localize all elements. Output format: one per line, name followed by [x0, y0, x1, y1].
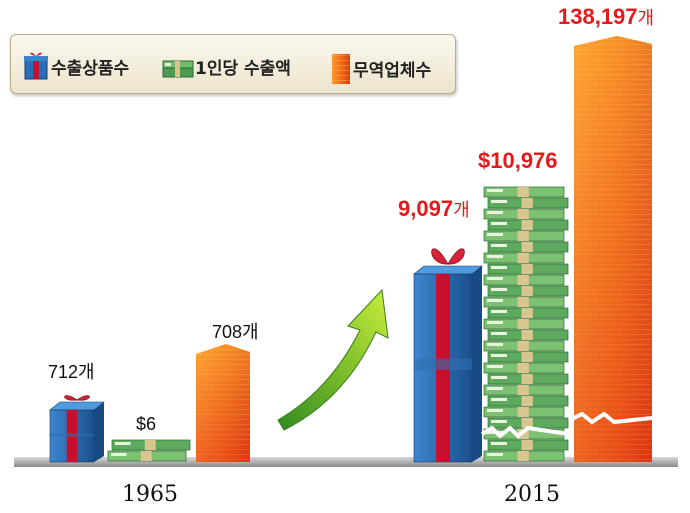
data-label-trade-firms-2015: 138,197개: [558, 4, 655, 29]
data-label-per-capita-2015: $10,976: [478, 148, 558, 173]
legend-label-per-capita: 1인당 수출액: [195, 58, 291, 79]
x-tick-label-1965: 1965: [122, 482, 178, 507]
bar-export-items-2015: [413, 248, 483, 463]
legend-label-trade-firms: 무역업체수: [353, 60, 432, 81]
data-label-per-capita-1965: $6: [136, 414, 157, 434]
bar-trade-firms-2015: [569, 36, 653, 462]
legend-label-export-items: 수출상품수: [51, 58, 130, 79]
legend-item-export-items: 수출상품수: [21, 51, 129, 81]
building-icon: [332, 54, 350, 84]
bar-trade-firms-1965: [196, 344, 250, 462]
x-axis-baseline: [14, 457, 678, 467]
growth-arrow: [277, 288, 389, 431]
data-label-export-items-2015: 9,097개: [398, 196, 470, 221]
data-label-trade-firms-1965: 708개: [212, 322, 259, 342]
legend: 수출상품수 1인당 수출액 무역업체수: [10, 34, 456, 94]
x-tick-label-2015: 2015: [504, 482, 560, 507]
legend-item-trade-firms: 무역업체수: [329, 51, 431, 85]
bar-per-capita-2015: [480, 186, 569, 462]
legend-item-per-capita: 1인당 수출액: [161, 51, 291, 81]
data-label-export-items-1965: 712개: [48, 362, 95, 382]
money-stack-icon: [162, 60, 194, 78]
bar-export-items-1965: [49, 395, 105, 463]
bar-per-capita-1965: [107, 439, 191, 462]
gift-box-icon: [24, 52, 48, 80]
